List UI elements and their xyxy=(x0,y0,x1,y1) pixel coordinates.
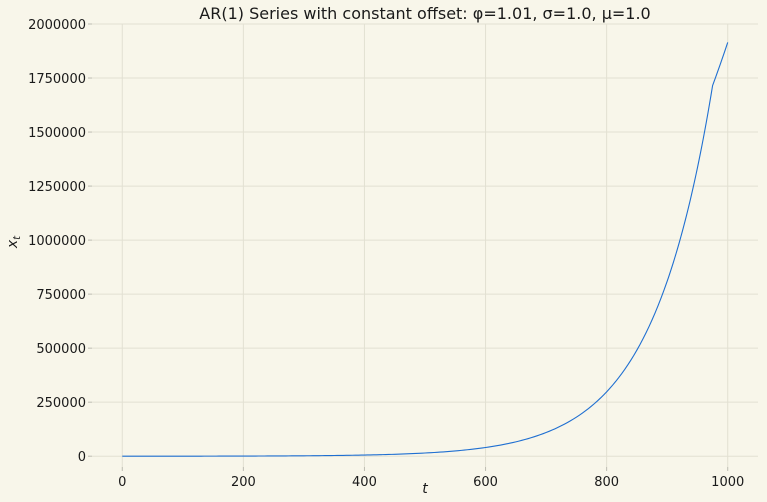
y-tick-label: 750000 xyxy=(36,288,86,303)
y-tick-label: 0 xyxy=(78,450,86,465)
y-axis-label-base: x xyxy=(5,239,21,249)
x-tick-label: 600 xyxy=(473,475,498,490)
y-tick-label: 500000 xyxy=(36,342,86,357)
y-axis-label-subscript: t xyxy=(12,235,23,240)
x-tick-label: 1000 xyxy=(711,475,744,490)
y-axis-label: xt xyxy=(5,235,23,249)
x-tick-label: 400 xyxy=(352,475,377,490)
y-tick-label: 1000000 xyxy=(28,234,86,249)
axis-ticks: 0 200 400 600 800 1000 0 250000 500000 750000 1000… xyxy=(28,18,744,490)
x-axis-label: t xyxy=(422,481,428,497)
x-tick-label: 0 xyxy=(118,475,126,490)
x-tick-label: 800 xyxy=(594,475,619,490)
y-tick-label: 1750000 xyxy=(28,72,86,87)
y-tick-label: 1500000 xyxy=(28,126,86,141)
chart-title: AR(1) Series with constant offset: φ=1.0… xyxy=(199,4,650,23)
x-tick-label: 200 xyxy=(231,475,256,490)
series-line xyxy=(122,42,729,457)
y-tick-label: 250000 xyxy=(36,396,86,411)
series-layer xyxy=(122,42,729,457)
grid-lines xyxy=(92,23,758,467)
y-tick-label: 1250000 xyxy=(28,180,86,195)
y-tick-label: 2000000 xyxy=(28,18,86,33)
